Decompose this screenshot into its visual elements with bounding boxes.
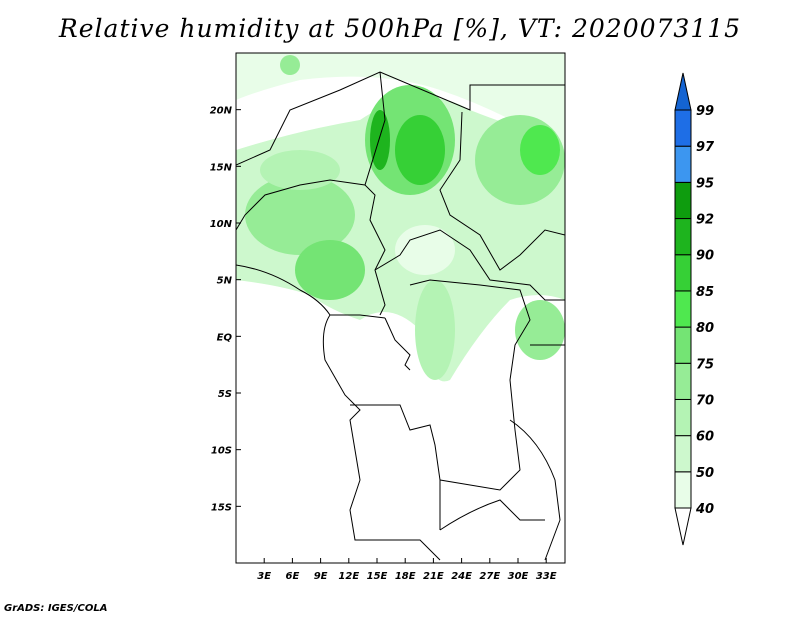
lat-label: 5N xyxy=(217,276,233,287)
map-frame xyxy=(235,52,566,564)
lat-label: 20N xyxy=(210,106,233,117)
colorbar-label: 97 xyxy=(696,140,715,155)
colorbar-label: 50 xyxy=(696,466,714,481)
colorbar-segment xyxy=(674,398,692,437)
colorbar-segment xyxy=(674,181,692,220)
colorbar-label: 75 xyxy=(696,357,714,372)
lon-label: 24E xyxy=(451,571,472,582)
country-borders xyxy=(236,71,565,561)
colorbar-over-triangle xyxy=(674,72,692,111)
lon-label: 27E xyxy=(479,571,500,582)
lon-label: 18E xyxy=(395,571,416,582)
lon-label: 15E xyxy=(367,571,388,582)
colorbar-label: 85 xyxy=(696,285,714,300)
lat-label: 10S xyxy=(211,446,232,457)
lat-label: EQ xyxy=(217,332,233,343)
lat-label: 15N xyxy=(210,162,233,173)
colorbar-label: 95 xyxy=(696,176,714,191)
colorbar-label: 70 xyxy=(696,393,714,408)
colorbar-label: 92 xyxy=(696,213,714,228)
colorbar-label: 80 xyxy=(696,321,714,336)
colorbar-segment xyxy=(674,471,692,509)
colorbar-segment xyxy=(674,435,692,473)
lon-label: 12E xyxy=(338,571,359,582)
colorbar-segment xyxy=(674,145,692,183)
chart-title: Relative humidity at 500hPa [%], VT: 202… xyxy=(58,14,742,43)
lon-label: 6E xyxy=(286,571,300,582)
colorbar-label: 90 xyxy=(696,249,714,264)
lon-label: 33E xyxy=(536,571,557,582)
colorbar-label: 99 xyxy=(696,104,714,119)
lat-label: 10N xyxy=(210,219,233,230)
lon-label: 3E xyxy=(257,571,271,582)
lat-label: 5S xyxy=(218,389,232,400)
colorbar-segment xyxy=(674,290,692,328)
lon-label: 21E xyxy=(423,571,444,582)
colorbar-segment xyxy=(674,109,692,147)
lat-label: 15S xyxy=(211,502,232,513)
colorbar-segment xyxy=(674,362,692,400)
colorbar-segment xyxy=(674,326,692,364)
lon-label: 9E xyxy=(314,571,328,582)
humidity-field xyxy=(236,53,565,382)
colorbar-under-triangle xyxy=(674,507,692,546)
colorbar-label: 40 xyxy=(695,502,714,517)
colorbar-segment xyxy=(674,218,692,256)
colorbar: 40 50 60 70 75 80 85 90 92 95 97 99 xyxy=(674,72,715,546)
colorbar-segment xyxy=(674,254,692,292)
footer-credit: GrADS: IGES/COLA xyxy=(4,603,108,614)
lon-label: 30E xyxy=(508,571,529,582)
axis-ticks: 20N 15N 10N 5N EQ 5S 10S 15S 3E 6E 9E 12E 15E 18E 21E 2… xyxy=(210,106,557,582)
colorbar-label: 60 xyxy=(696,430,714,445)
